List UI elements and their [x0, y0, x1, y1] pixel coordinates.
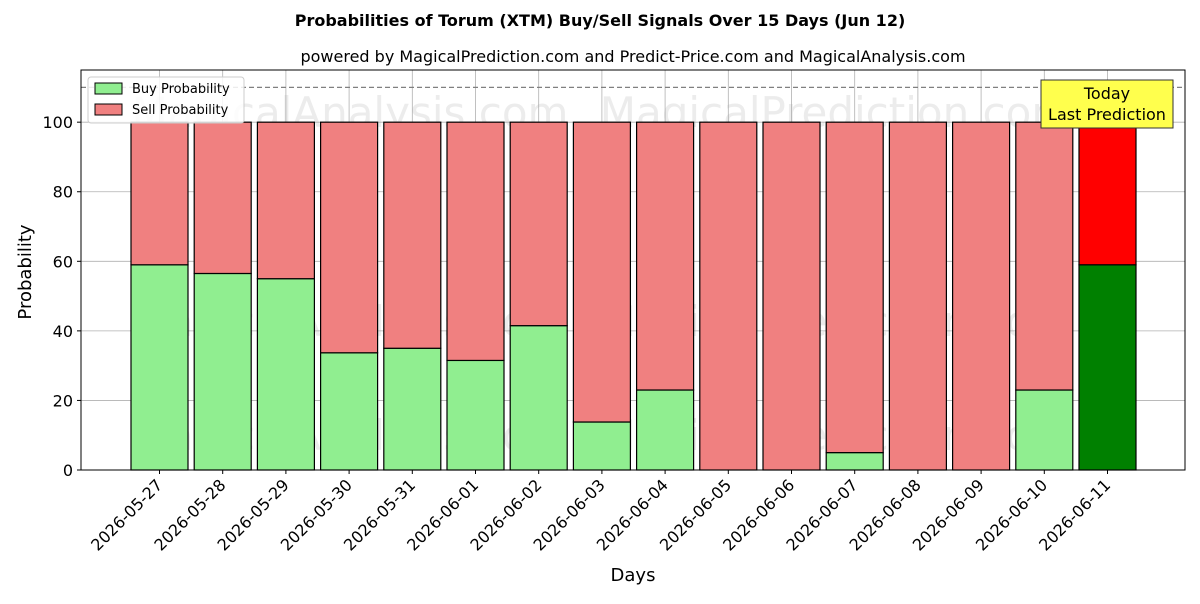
buy-bar [509, 325, 568, 471]
legend-label: Buy Probability [132, 82, 230, 97]
chart-title: Probabilities of Torum (XTM) Buy/Sell Si… [295, 11, 906, 30]
legend-label: Sell Probability [132, 103, 229, 118]
buy-bar [130, 264, 189, 471]
buy-bar [383, 347, 442, 471]
x-axis-label: Days [611, 565, 656, 586]
y-axis-label: Probability [15, 224, 36, 319]
y-tick-label: 60 [53, 252, 73, 271]
legend: Buy Probability Sell Probability [87, 76, 245, 124]
y-tick-label: 40 [53, 322, 73, 341]
sell-bar [193, 121, 252, 275]
sell-bar [446, 121, 505, 362]
legend-swatch [94, 103, 123, 116]
y-tick-label: 100 [42, 113, 73, 132]
annotation-text: Last Prediction [1048, 105, 1166, 124]
today-annotation: Today Last Prediction [1040, 79, 1174, 129]
sell-bar [1015, 121, 1074, 391]
buy-bar [1078, 264, 1137, 471]
buy-bar [256, 278, 315, 471]
y-tick-label: 80 [53, 183, 73, 202]
buy-bar [1015, 389, 1074, 471]
buy-bar [635, 389, 695, 471]
sell-bar [825, 121, 884, 454]
sell-bar [130, 121, 189, 266]
buy-bar [572, 421, 632, 471]
buy-bar [446, 359, 505, 471]
sell-bar [320, 121, 379, 354]
sell-bar [509, 121, 568, 327]
y-tick-label: 20 [53, 391, 73, 410]
y-axis-ticks: 0 20 40 60 80 100 [42, 113, 81, 480]
sell-bar [572, 121, 632, 423]
x-axis-ticks: 2026-05-272026-05-282026-05-292026-05-30… [87, 470, 1114, 555]
y-tick-label: 0 [63, 461, 73, 480]
sell-bar [256, 121, 315, 280]
plot-frame [80, 69, 1186, 471]
sell-bar [1078, 121, 1137, 266]
sell-bar [762, 121, 821, 471]
sell-bar [888, 121, 948, 471]
sell-bar [699, 121, 758, 471]
sell-bar [635, 121, 695, 391]
buy-bar [193, 272, 252, 471]
buy-bar [320, 352, 379, 471]
annotation-text: Today [1083, 84, 1130, 103]
legend-box [87, 76, 245, 124]
annotation-box [1040, 79, 1174, 129]
sell-bar [951, 121, 1011, 471]
chart-subtitle: powered by MagicalPrediction.com and Pre… [300, 47, 965, 66]
bars [130, 121, 1137, 471]
buy-bar [825, 452, 884, 471]
sell-bar [383, 121, 442, 349]
legend-swatch [94, 82, 123, 95]
